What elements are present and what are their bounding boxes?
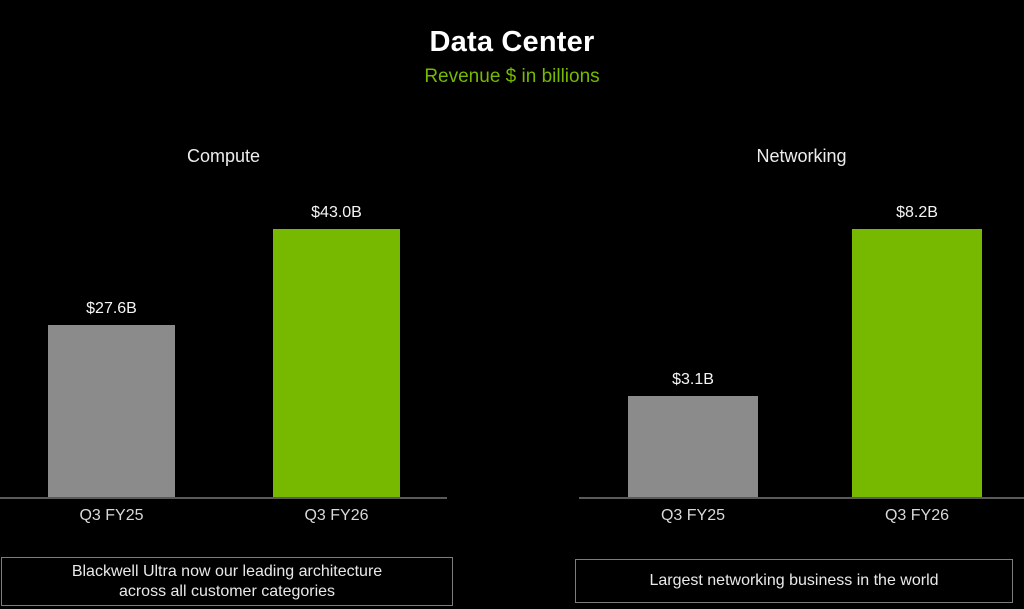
compute-bar-q3fy25: $27.6B Q3 FY25 <box>48 300 175 524</box>
networking-caption-box: Largest networking business in the world <box>575 559 1013 603</box>
compute-chart-title: Compute <box>186 146 261 166</box>
networking-q3fy26-axis-label: Q3 FY26 <box>884 507 950 524</box>
compute-caption-text: Blackwell Ultra now our leading architec… <box>71 562 383 600</box>
compute-q3fy26-axis-label: Q3 FY26 <box>304 507 369 524</box>
compute-x-axis-line <box>0 497 447 499</box>
networking-q3fy26-value-label: $8.2B <box>896 204 938 221</box>
networking-bar-q3fy25: $3.1B Q3 FY25 <box>628 371 758 524</box>
compute-bar-q3fy26: $43.0B Q3 FY26 <box>273 204 400 524</box>
networking-caption-text: Largest networking business in the world <box>649 572 939 589</box>
compute-q3fy25-axis-label: Q3 FY25 <box>79 507 144 524</box>
networking-bar-q3fy26: $8.2B Q3 FY26 <box>852 204 982 524</box>
compute-caption-box: Blackwell Ultra now our leading architec… <box>1 557 453 606</box>
networking-x-axis-line <box>579 497 1024 499</box>
networking-chart-title: Networking <box>756 146 847 166</box>
compute-q3fy25-value-label: $27.6B <box>86 300 137 317</box>
networking-q3fy25-value-label: $3.1B <box>672 371 714 388</box>
networking-chart-panel: Networking $3.1B Q3 FY25 $8.2B Q3 FY26 <box>512 0 1024 609</box>
slide-header: Data Center Revenue $ in billions <box>0 26 1024 88</box>
page-subtitle: Revenue $ in billions <box>424 66 600 87</box>
networking-q3fy25-axis-label: Q3 FY25 <box>660 507 726 524</box>
compute-q3fy26-value-label: $43.0B <box>311 204 362 221</box>
page-title: Data Center <box>429 26 595 58</box>
compute-chart-panel: Compute $27.6B Q3 FY25 $43.0B Q3 FY26 <box>0 146 447 524</box>
